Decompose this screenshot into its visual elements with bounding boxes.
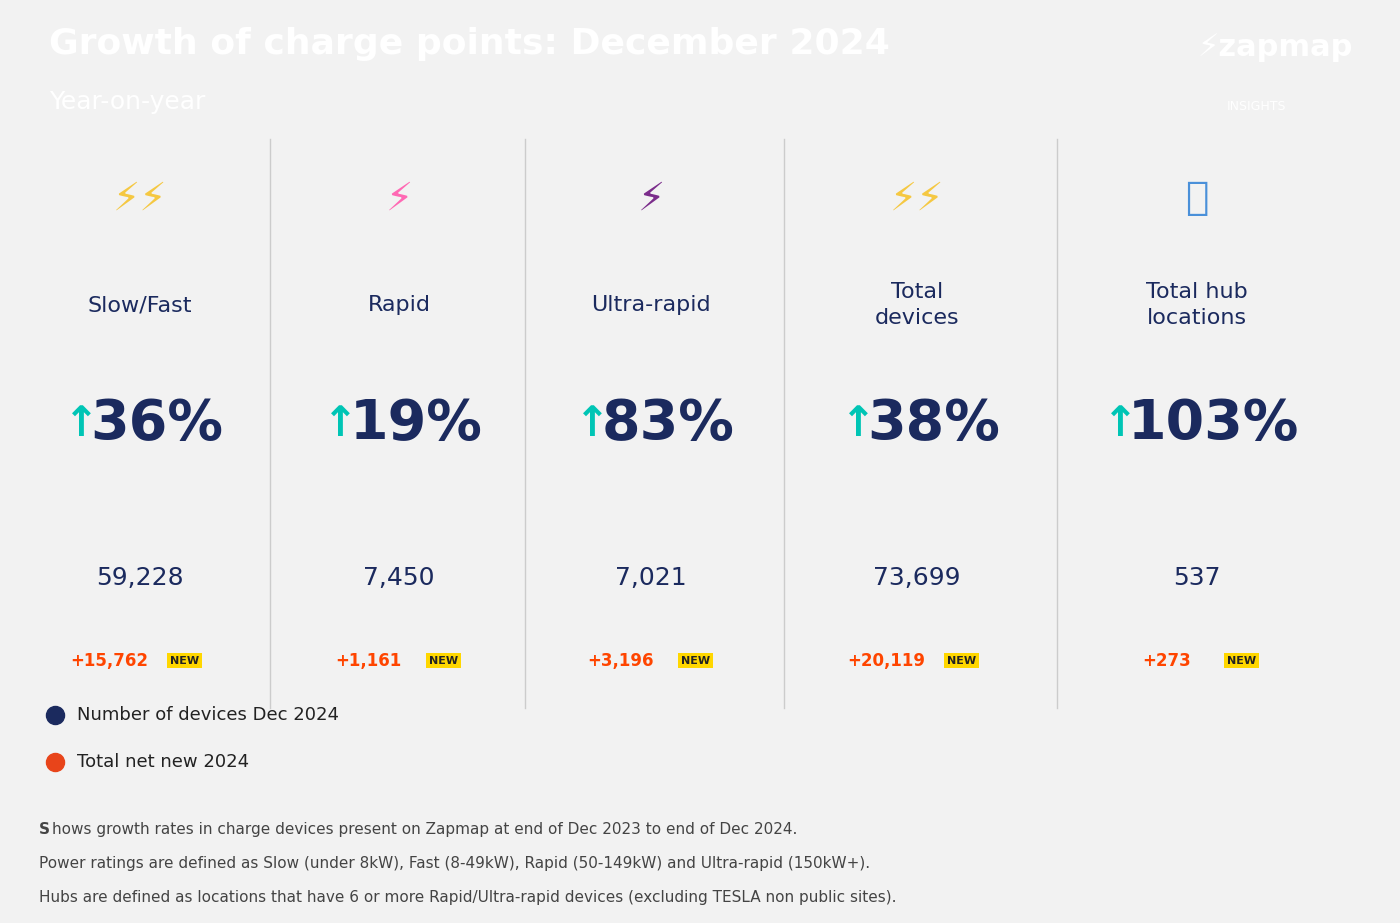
Text: INSIGHTS: INSIGHTS [1226, 100, 1287, 113]
Text: 36%: 36% [90, 397, 224, 450]
Text: +15,762: +15,762 [70, 652, 148, 670]
Text: NEW: NEW [430, 655, 458, 665]
Text: Total hub
locations: Total hub locations [1147, 282, 1247, 329]
Text: ↑: ↑ [64, 402, 98, 445]
Text: ↑: ↑ [575, 402, 609, 445]
Text: Power ratings are defined as Slow (under 8kW), Fast (8-49kW), Rapid (50-149kW) a: Power ratings are defined as Slow (under… [39, 856, 871, 871]
Text: Ultra-rapid: Ultra-rapid [591, 295, 711, 315]
Text: ↑: ↑ [841, 402, 875, 445]
Text: ⚡: ⚡ [637, 179, 665, 218]
Text: S: S [39, 822, 50, 837]
Text: +1,161: +1,161 [335, 652, 402, 670]
Text: ⬛: ⬛ [1186, 179, 1208, 218]
Text: +20,119: +20,119 [847, 652, 925, 670]
Text: ⚡⚡: ⚡⚡ [113, 179, 167, 218]
Text: 537: 537 [1173, 566, 1221, 590]
Text: ↑: ↑ [323, 402, 357, 445]
Text: ⚡: ⚡ [385, 179, 413, 218]
Text: 7,021: 7,021 [615, 566, 687, 590]
Text: Total
devices: Total devices [875, 282, 959, 329]
Text: 59,228: 59,228 [97, 566, 183, 590]
Text: ⚡zapmap: ⚡zapmap [1197, 33, 1352, 63]
Text: Year-on-year: Year-on-year [49, 90, 206, 114]
Text: 103%: 103% [1128, 397, 1299, 450]
Text: hows growth rates in charge devices present on Zapmap at end of Dec 2023 to end : hows growth rates in charge devices pres… [52, 822, 797, 837]
Text: ↑: ↑ [1103, 402, 1137, 445]
Text: Total net new 2024: Total net new 2024 [77, 752, 249, 771]
Text: NEW: NEW [171, 655, 199, 665]
Text: 38%: 38% [868, 397, 1000, 450]
Text: 73,699: 73,699 [874, 566, 960, 590]
Text: ⚡⚡: ⚡⚡ [890, 179, 944, 218]
Text: Rapid: Rapid [367, 295, 430, 315]
Text: NEW: NEW [948, 655, 976, 665]
Text: 83%: 83% [602, 397, 734, 450]
Text: 19%: 19% [350, 397, 482, 450]
Text: Slow/Fast: Slow/Fast [88, 295, 192, 315]
Text: 7,450: 7,450 [363, 566, 435, 590]
Text: NEW: NEW [682, 655, 710, 665]
Text: Hubs are defined as locations that have 6 or more Rapid/Ultra-rapid devices (exc: Hubs are defined as locations that have … [39, 890, 897, 905]
Text: Number of devices Dec 2024: Number of devices Dec 2024 [77, 706, 339, 725]
Text: Growth of charge points: December 2024: Growth of charge points: December 2024 [49, 27, 890, 61]
Text: +273: +273 [1142, 652, 1190, 670]
Text: +3,196: +3,196 [587, 652, 654, 670]
Text: NEW: NEW [1228, 655, 1256, 665]
